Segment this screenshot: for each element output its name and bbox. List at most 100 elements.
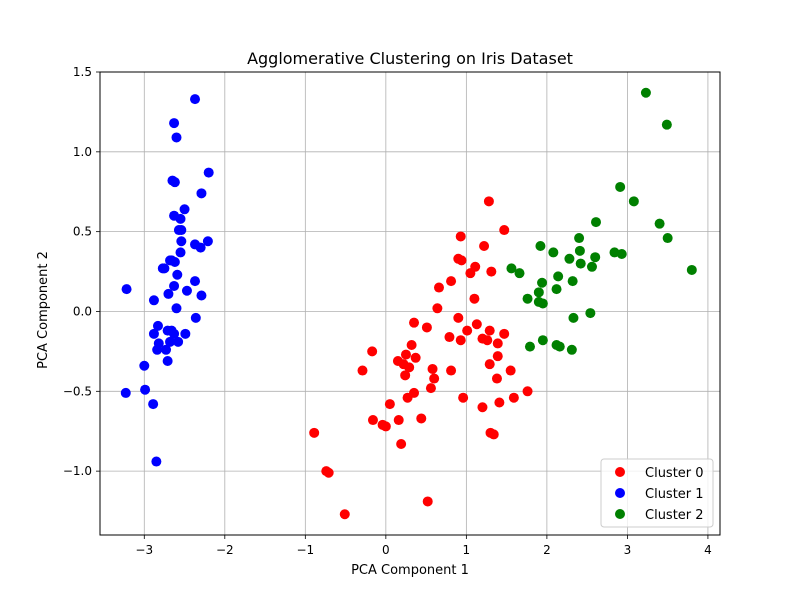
data-point (357, 365, 368, 376)
data-point (139, 360, 150, 371)
data-point (165, 336, 176, 347)
data-point (661, 119, 672, 130)
x-axis-label: PCA Component 1 (351, 563, 469, 578)
data-point (486, 266, 497, 277)
data-point (151, 456, 162, 467)
data-point (159, 263, 170, 274)
data-point (465, 268, 476, 279)
data-point (444, 332, 455, 343)
data-point (522, 386, 533, 397)
data-point (554, 341, 565, 352)
data-point (492, 338, 503, 349)
data-point (190, 312, 201, 323)
legend-box (600, 458, 714, 528)
data-point (491, 373, 502, 384)
series-2 (506, 87, 697, 355)
data-point (172, 269, 183, 280)
data-point (175, 213, 186, 224)
x-tick-label: −3 (135, 543, 153, 557)
data-point (548, 247, 559, 258)
x-tick-label: 1 (463, 543, 471, 557)
data-point (367, 415, 378, 426)
x-tick-label: 2 (543, 543, 551, 557)
data-point (446, 276, 457, 287)
y-axis-label: PCA Component 2 (36, 251, 51, 369)
data-point (574, 233, 585, 244)
data-point (309, 427, 320, 438)
data-point (323, 467, 334, 478)
data-point (616, 249, 627, 260)
legend-label: Cluster 1 (645, 487, 704, 502)
data-point (169, 256, 180, 267)
y-axis-ticks: −1.0 −0.5 0.0 0.5 1.0 1.5 (63, 65, 100, 478)
data-point (524, 341, 535, 352)
data-point (402, 392, 413, 403)
data-point (169, 280, 180, 291)
data-point (553, 271, 564, 282)
grid-lines (100, 71, 720, 535)
data-point (568, 312, 579, 323)
legend-marker (615, 488, 625, 498)
x-tick-label: −2 (216, 543, 234, 557)
data-point (483, 196, 494, 207)
data-point (171, 303, 182, 314)
data-point (380, 421, 391, 432)
legend-marker (615, 467, 625, 477)
x-axis-ticks: −3 −2 −1 0 1 2 3 4 (135, 535, 712, 557)
data-point (433, 282, 444, 293)
data-point (492, 351, 503, 362)
data-point (488, 429, 499, 440)
data-point (628, 196, 639, 207)
data-point (484, 325, 495, 336)
data-point (195, 242, 206, 253)
data-point (148, 328, 159, 339)
data-point (404, 362, 415, 373)
data-point (421, 322, 432, 333)
data-point (574, 245, 585, 256)
data-point (121, 284, 132, 295)
data-point (462, 325, 473, 336)
data-point (120, 387, 131, 398)
data-point (654, 218, 665, 229)
data-point (537, 298, 548, 309)
data-point (640, 87, 651, 98)
data-point (173, 336, 184, 347)
data-point (567, 276, 578, 287)
data-point (471, 319, 482, 330)
data-point (422, 496, 433, 507)
x-tick-label: 4 (704, 543, 712, 557)
data-point (203, 167, 214, 178)
data-point (393, 415, 404, 426)
y-tick-label: 1.5 (73, 65, 92, 79)
x-tick-label: −1 (296, 543, 314, 557)
data-point (409, 317, 420, 328)
data-point (533, 287, 544, 298)
data-point (429, 373, 440, 384)
data-point (469, 293, 480, 304)
data-point (367, 346, 378, 357)
data-point (508, 392, 519, 403)
data-point (406, 340, 417, 351)
plot-area (100, 72, 720, 535)
data-point (564, 253, 575, 264)
data-point (686, 264, 697, 275)
data-point (590, 252, 601, 263)
data-point (190, 94, 201, 105)
data-point (179, 204, 190, 215)
data-point (506, 263, 517, 274)
data-point (425, 383, 436, 394)
data-point (535, 241, 546, 252)
data-point (537, 277, 548, 288)
y-tick-label: 0.0 (73, 304, 92, 318)
data-point (482, 335, 493, 346)
data-point (171, 132, 182, 143)
y-tick-label: −0.5 (63, 384, 92, 398)
data-point (169, 118, 180, 129)
data-point (458, 392, 469, 403)
data-point (176, 236, 187, 247)
data-point (163, 288, 174, 299)
data-point (499, 328, 510, 339)
data-point (494, 397, 505, 408)
data-point (416, 413, 427, 424)
legend-label: Cluster 2 (645, 508, 704, 523)
